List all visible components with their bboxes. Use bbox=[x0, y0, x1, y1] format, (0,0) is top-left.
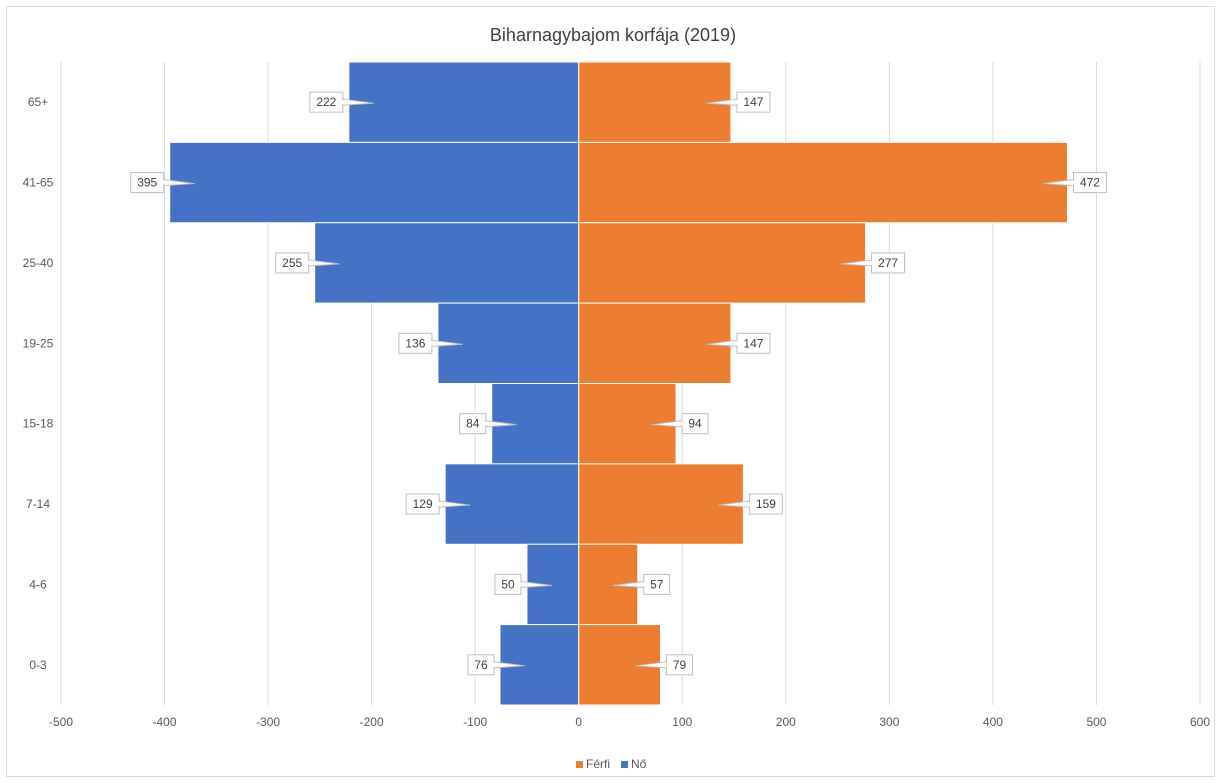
x-tick-label: 600 bbox=[1190, 715, 1210, 729]
y-tick-label: 41-65 bbox=[23, 176, 54, 190]
x-tick-label: 100 bbox=[672, 715, 692, 729]
data-label-text: 84 bbox=[466, 417, 480, 431]
legend-swatch-ferfi bbox=[576, 761, 583, 768]
data-label-text: 472 bbox=[1080, 176, 1100, 190]
legend: Férfi Nő bbox=[576, 757, 647, 771]
legend-label-no: Nő bbox=[631, 757, 647, 771]
bar-no bbox=[444, 463, 580, 545]
data-label-text: 147 bbox=[743, 95, 763, 109]
bar-ferfi bbox=[578, 302, 732, 384]
data-label: 129 bbox=[405, 493, 471, 515]
y-tick-label: 15-18 bbox=[23, 417, 54, 431]
data-label-text: 57 bbox=[650, 577, 664, 591]
x-tick-label: 400 bbox=[983, 715, 1003, 729]
data-label: 76 bbox=[467, 654, 526, 676]
bar-no bbox=[437, 302, 580, 384]
data-label-text: 76 bbox=[474, 658, 488, 672]
data-label: 79 bbox=[635, 654, 694, 676]
x-tick-label: 300 bbox=[879, 715, 899, 729]
x-tick-label: 200 bbox=[776, 715, 796, 729]
x-tick-label: -300 bbox=[256, 715, 280, 729]
y-tick-label: 4-6 bbox=[29, 577, 47, 591]
x-tick-label: -500 bbox=[49, 715, 73, 729]
bar-no bbox=[348, 61, 580, 143]
data-label-text: 255 bbox=[282, 256, 302, 270]
chart-title: Biharnagybajom korfája (2019) bbox=[490, 25, 736, 45]
data-label: 147 bbox=[705, 332, 771, 354]
bar-ferfi bbox=[578, 141, 1068, 224]
data-label: 136 bbox=[398, 332, 463, 354]
data-label-text: 79 bbox=[673, 658, 687, 672]
x-axis-labels: -500 -400 -300 -200 -100 0 100 200 300 400 500 600 bbox=[49, 715, 1210, 729]
data-label: 57 bbox=[612, 573, 671, 595]
data-label: 84 bbox=[459, 413, 517, 435]
legend-label-ferfi: Férfi bbox=[586, 757, 610, 771]
x-tick-label: -100 bbox=[463, 715, 487, 729]
x-tick-label: 0 bbox=[575, 715, 582, 729]
bar-ferfi bbox=[578, 222, 867, 304]
y-tick-label: 7-14 bbox=[26, 497, 50, 511]
x-tick-label: -400 bbox=[153, 715, 177, 729]
data-label: 94 bbox=[650, 413, 709, 435]
data-label: 255 bbox=[275, 252, 340, 274]
data-label-text: 94 bbox=[688, 417, 702, 431]
data-label-text: 222 bbox=[316, 95, 336, 109]
y-tick-label: 19-25 bbox=[23, 336, 54, 350]
data-label-text: 395 bbox=[137, 176, 157, 190]
bar-no bbox=[314, 222, 580, 304]
legend-swatch-no bbox=[621, 761, 628, 768]
data-label: 472 bbox=[1042, 172, 1107, 194]
data-labels: 222 147 395 472 255 277 136 147 84 94 129 159 50 57 76… bbox=[130, 91, 1107, 676]
y-tick-label: 65+ bbox=[28, 95, 48, 109]
y-axis-labels: 65+ 41-65 25-40 19-25 15-18 7-14 4-6 0-3 bbox=[23, 95, 54, 672]
data-label: 222 bbox=[309, 91, 374, 113]
data-label: 395 bbox=[130, 172, 195, 194]
y-tick-label: 0-3 bbox=[29, 658, 47, 672]
data-label: 50 bbox=[494, 573, 553, 595]
bar-ferfi bbox=[578, 61, 732, 143]
bar-ferfi bbox=[578, 463, 744, 545]
x-tick-label: -200 bbox=[360, 715, 384, 729]
data-label-text: 147 bbox=[743, 336, 763, 350]
x-tick-label: 500 bbox=[1086, 715, 1106, 729]
data-label-text: 159 bbox=[756, 497, 776, 511]
bars bbox=[169, 61, 1068, 706]
data-label: 147 bbox=[705, 91, 771, 113]
data-label: 159 bbox=[718, 493, 783, 515]
data-label-text: 50 bbox=[501, 577, 515, 591]
data-label: 277 bbox=[840, 252, 906, 274]
bar-no bbox=[169, 141, 580, 224]
data-label-text: 277 bbox=[878, 256, 898, 270]
data-label-text: 129 bbox=[413, 497, 433, 511]
y-tick-label: 25-40 bbox=[23, 256, 54, 270]
data-label-text: 136 bbox=[405, 336, 425, 350]
